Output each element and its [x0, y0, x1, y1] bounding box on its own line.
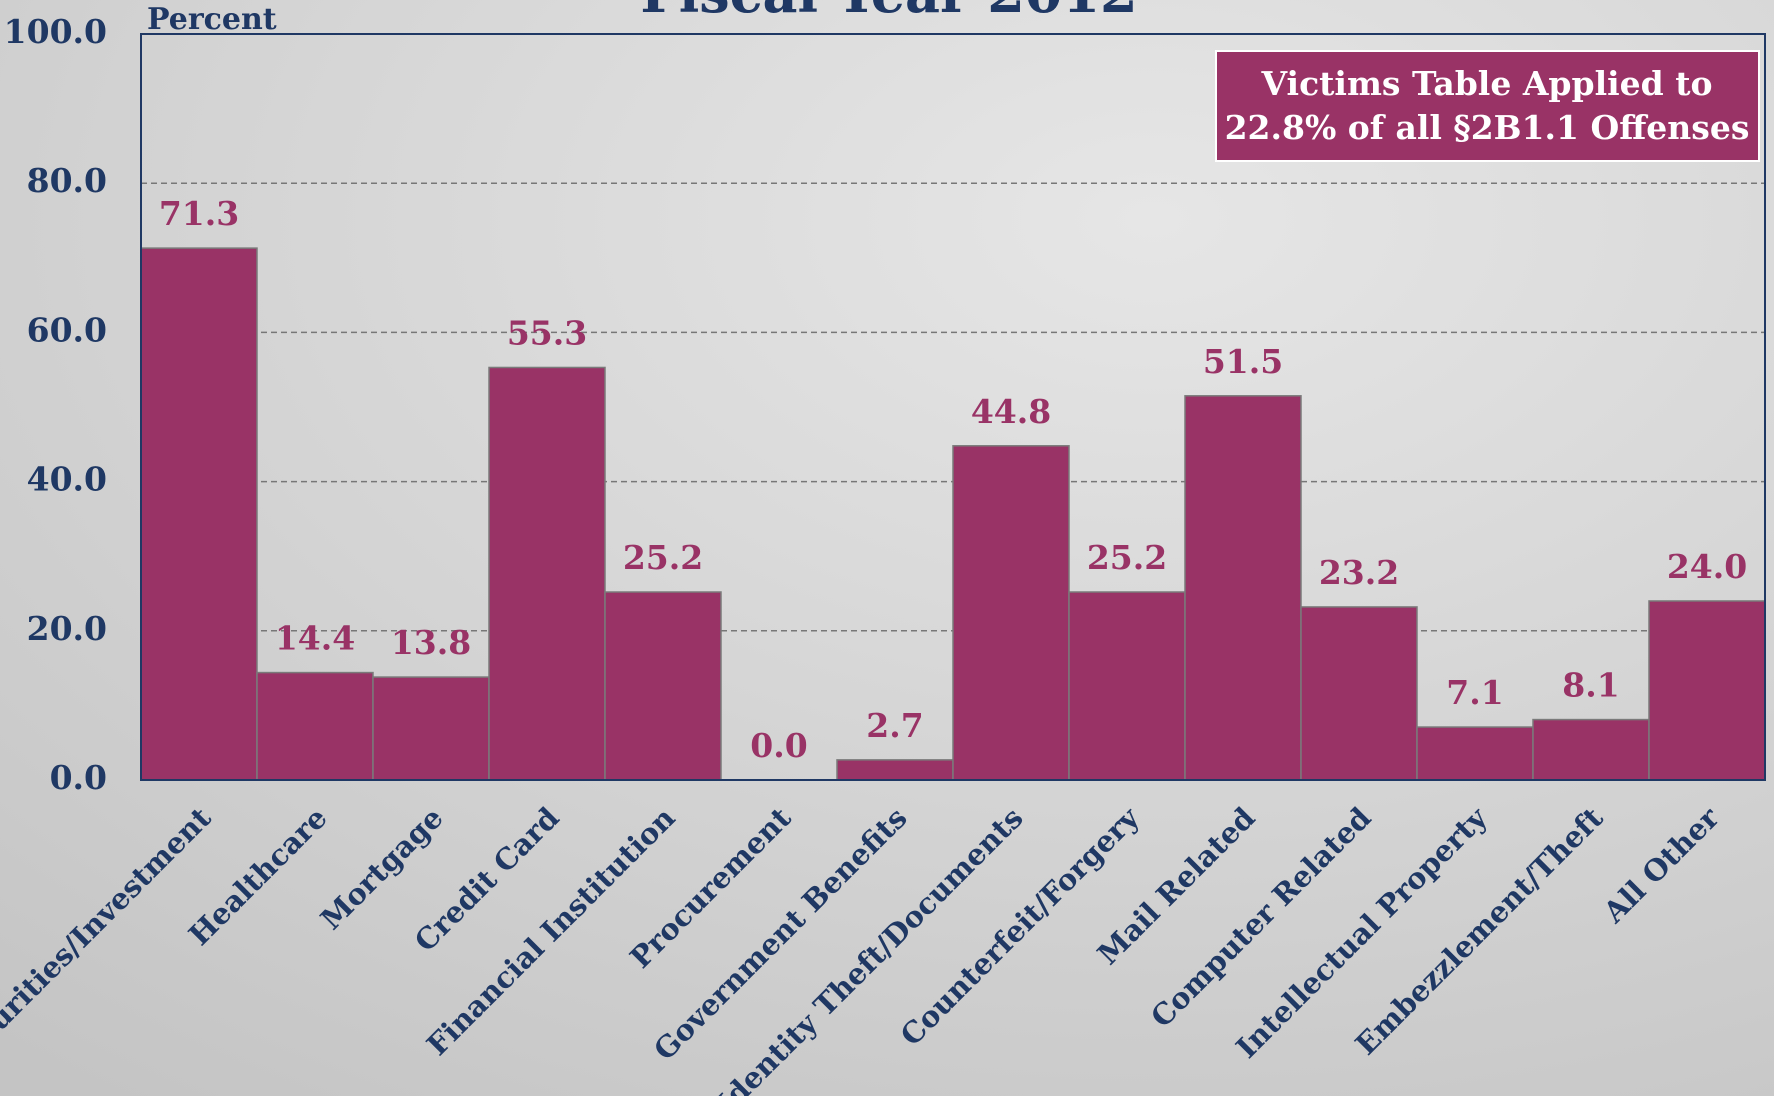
- plot-frame: [140, 33, 1766, 781]
- bar: [488, 366, 606, 781]
- y-tick-label: 40.0: [27, 460, 107, 499]
- value-label: 25.2: [1087, 538, 1167, 577]
- bar: [140, 247, 258, 781]
- value-label: 13.8: [391, 623, 471, 662]
- bar: [604, 591, 722, 781]
- y-tick-label: 80.0: [27, 161, 107, 200]
- value-label: 2.7: [866, 706, 923, 745]
- value-label: 25.2: [623, 538, 703, 577]
- bar: [372, 676, 490, 781]
- bar: [1532, 718, 1650, 781]
- value-label: 55.3: [507, 313, 587, 352]
- value-label: 51.5: [1203, 342, 1283, 381]
- value-label: 0.0: [750, 726, 807, 765]
- value-label: 24.0: [1667, 547, 1747, 586]
- y-tick-label: 60.0: [27, 310, 107, 349]
- value-label: 14.4: [275, 619, 355, 658]
- value-label: 44.8: [971, 392, 1051, 431]
- bar: [256, 671, 374, 781]
- annotation-line: 22.8% of all §2B1.1 Offenses: [1225, 108, 1750, 147]
- value-label: 23.2: [1319, 553, 1399, 592]
- y-axis-label: Percent: [147, 2, 277, 37]
- y-tick-label: 20.0: [27, 609, 107, 648]
- value-label: 7.1: [1446, 673, 1503, 712]
- value-label: 71.3: [159, 194, 239, 233]
- annotation-box: [1215, 50, 1760, 162]
- bar: [1184, 395, 1302, 781]
- bar: [1648, 600, 1766, 781]
- annotation-line: Victims Table Applied to: [1261, 64, 1713, 103]
- bar: [1300, 606, 1418, 781]
- y-tick-label: 100.0: [4, 12, 107, 51]
- chart-title: Fiscal Year 2012: [640, 0, 1137, 25]
- bar: [1416, 726, 1534, 781]
- bar: [836, 759, 954, 781]
- bar: [1068, 591, 1186, 781]
- y-tick-label: 0.0: [50, 758, 107, 797]
- bar: [952, 445, 1070, 781]
- value-label: 8.1: [1562, 666, 1619, 705]
